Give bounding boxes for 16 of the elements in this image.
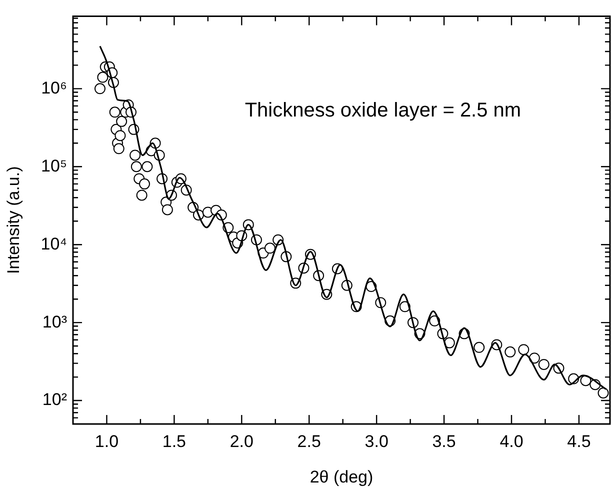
x-tick-label: 2.0 [230, 432, 254, 451]
y-tick-label: 10⁶ [41, 78, 67, 98]
y-tick-label: 10⁵ [41, 156, 67, 176]
y-tick-label: 10⁴ [40, 234, 67, 254]
y-axis-title: Intensity (a.u.) [4, 166, 23, 274]
x-tick-label: 3.0 [364, 432, 388, 451]
x-axis-title: 2θ (deg) [310, 467, 374, 486]
x-tick-label: 4.0 [500, 432, 524, 451]
x-tick-label: 2.5 [297, 432, 321, 451]
x-tick-label: 3.5 [432, 432, 456, 451]
x-tick-label: 1.5 [162, 432, 186, 451]
y-tick-label: 10³ [42, 312, 68, 332]
annotation: Thickness oxide layer = 2.5 nm [244, 100, 522, 122]
x-tick-label: 1.0 [94, 432, 119, 451]
y-tick-label: 10² [42, 390, 68, 410]
x-tick-label: 4.5 [567, 432, 591, 451]
